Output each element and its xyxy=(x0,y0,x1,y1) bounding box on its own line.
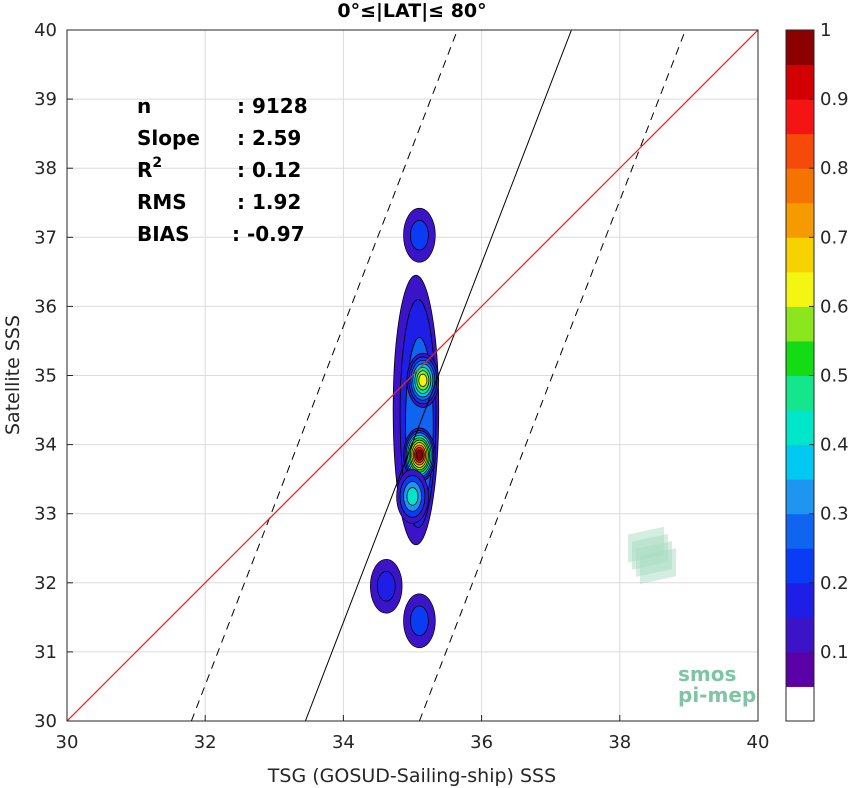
stat-label: Slope xyxy=(137,126,200,150)
colorbar-tick-label: 0.8 xyxy=(820,158,849,179)
colorbar-segment xyxy=(786,548,814,584)
colorbar-tick-label: 0.4 xyxy=(820,435,849,456)
y-tick-label: 31 xyxy=(34,642,57,663)
colorbar-segment xyxy=(786,168,814,204)
density-contours xyxy=(369,207,440,649)
x-tick-label: 36 xyxy=(470,732,493,753)
identity-line xyxy=(67,30,758,721)
y-tick-label: 36 xyxy=(34,296,57,317)
colorbar-segment xyxy=(786,133,814,169)
y-tick-label: 40 xyxy=(34,20,57,41)
colorbar-tick-label: 0.2 xyxy=(820,573,849,594)
colorbar-segment xyxy=(786,513,814,549)
colorbar-segment xyxy=(786,651,814,687)
x-axis-label: TSG (GOSUD-Sailing-ship) SSS xyxy=(267,765,556,787)
colorbar-segment xyxy=(786,479,814,515)
colorbar-segment xyxy=(786,99,814,135)
colorbar-tick-label: 1 xyxy=(820,20,831,41)
colorbar-tick-label: 0.1 xyxy=(820,642,849,663)
density-peak xyxy=(418,373,428,387)
y-tick-label: 38 xyxy=(34,158,57,179)
colorbar-segment xyxy=(786,375,814,411)
colorbar-tick-label: 0.5 xyxy=(820,366,849,387)
fit-line xyxy=(304,30,572,721)
stat-value: : -0.97 xyxy=(232,222,305,246)
colorbar-segment xyxy=(786,237,814,273)
colorbar-segment xyxy=(786,686,814,722)
colorbar-segment xyxy=(786,30,814,66)
stat-label: RMS xyxy=(137,190,187,214)
statistics-box: n : 9128 Slope : 2.59 R2 : 0.12 RMS : 1.92 BIAS:… xyxy=(137,94,308,246)
x-tick-label: 34 xyxy=(332,732,355,753)
y-tick-label: 33 xyxy=(34,504,57,525)
colorbar-segment xyxy=(786,444,814,480)
colorbar-tick-label: 0.3 xyxy=(820,504,849,525)
stat-label: R2 xyxy=(137,155,162,182)
stat-label: BIAS xyxy=(137,222,190,246)
y-axis-label: Satellite SSS xyxy=(2,315,24,435)
y-tick-label: 39 xyxy=(34,89,57,110)
colorbar: 0.1 0.2 0.3 0.4 0.5 0.6 0.7 0.8 0.9 1 xyxy=(785,20,849,722)
colorbar-segment xyxy=(786,617,814,653)
stat-value: : 2.59 xyxy=(237,126,301,150)
chart-title: 0°≤|LAT|≤ 80° xyxy=(337,0,486,22)
stat-value: : 9128 xyxy=(237,94,308,118)
logo-shape xyxy=(640,548,676,584)
y-tick-label: 37 xyxy=(34,227,57,248)
x-tick-label: 40 xyxy=(747,732,770,753)
colorbar-segment xyxy=(786,64,814,100)
colorbar-tick-label: 0.9 xyxy=(820,89,849,110)
y-tick-label: 32 xyxy=(34,573,57,594)
colorbar-segment xyxy=(786,340,814,376)
density-peak xyxy=(376,571,396,602)
logo-text-smos: smos xyxy=(678,662,736,686)
colorbar-segment xyxy=(786,271,814,307)
y-tick-label: 35 xyxy=(34,366,57,387)
colorbar-tick-label: 0.7 xyxy=(820,227,849,248)
colorbar-segment xyxy=(786,410,814,446)
colorbar-segment xyxy=(786,202,814,238)
logo-text-pimep: pi-mep xyxy=(678,683,756,707)
colorbar-tick-label: 0.6 xyxy=(820,296,849,317)
density-peak xyxy=(410,605,429,637)
density-peak xyxy=(406,487,419,506)
confidence-line xyxy=(418,30,686,721)
stat-label: n xyxy=(137,94,151,118)
y-tick-label: 34 xyxy=(34,435,57,456)
y-tick-label: 30 xyxy=(34,711,57,732)
x-tick-label: 38 xyxy=(608,732,631,753)
confidence-line xyxy=(190,30,458,721)
x-tick-label: 30 xyxy=(56,732,79,753)
stat-value: : 0.12 xyxy=(237,158,301,182)
density-peak xyxy=(415,449,424,461)
x-tick-label: 32 xyxy=(194,732,217,753)
colorbar-segment xyxy=(786,306,814,342)
density-peak xyxy=(410,220,429,251)
colorbar-segment xyxy=(786,582,814,618)
stat-value: : 1.92 xyxy=(237,190,301,214)
